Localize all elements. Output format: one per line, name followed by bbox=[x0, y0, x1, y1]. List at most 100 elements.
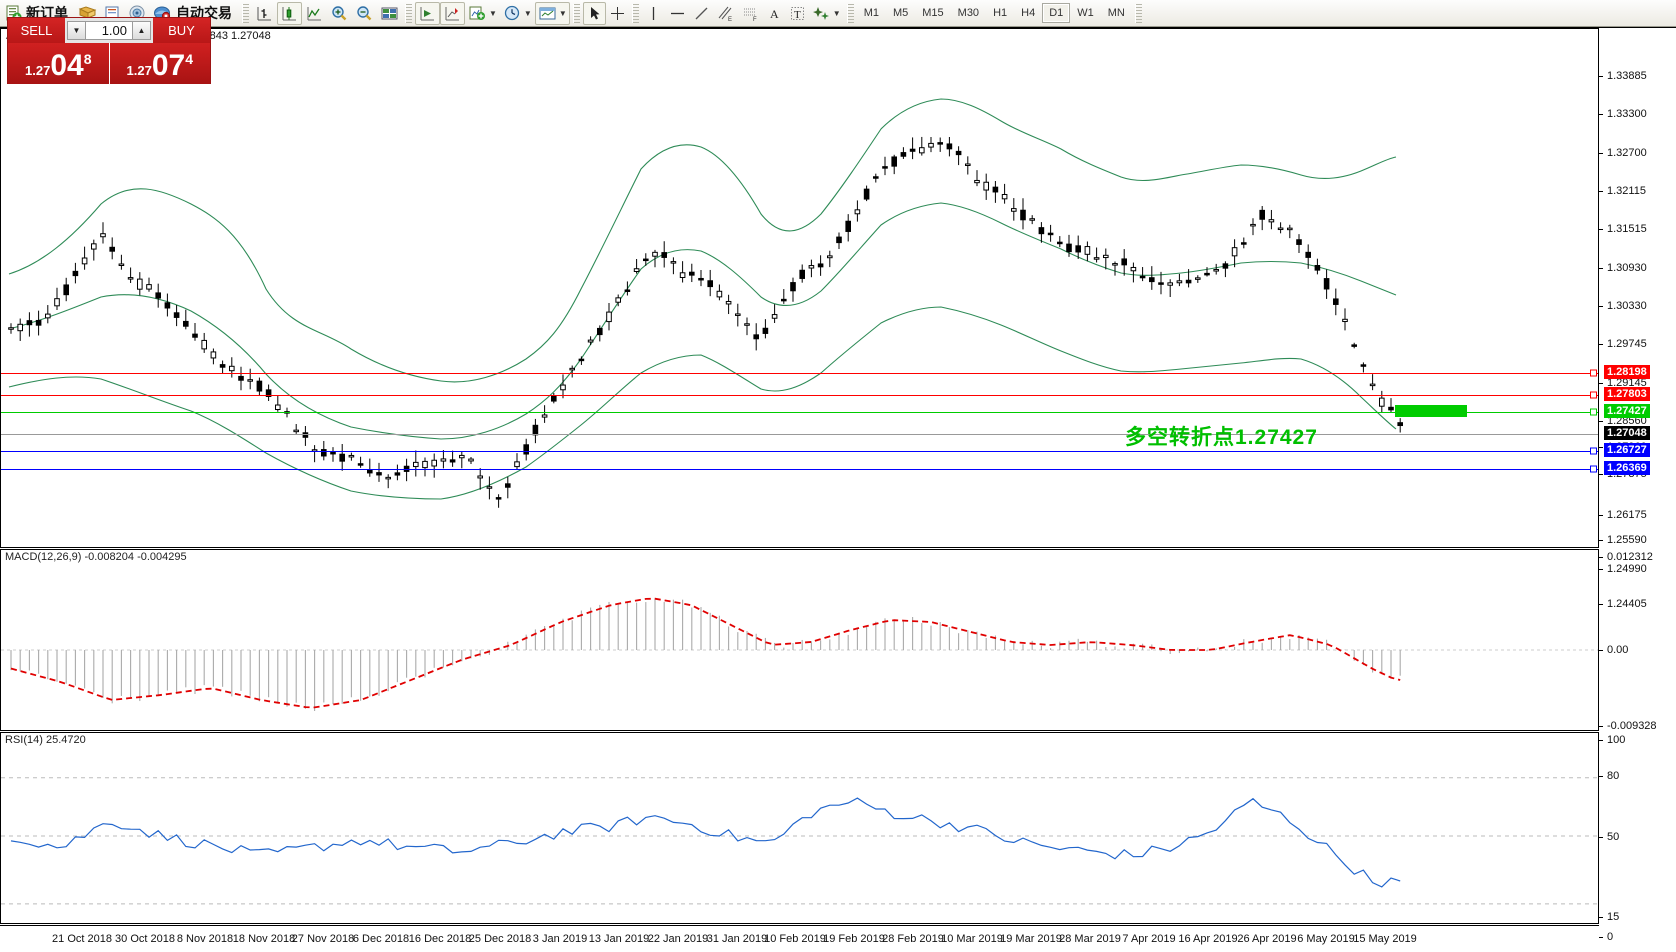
price-axis-tick: 1.30330 bbox=[1599, 300, 1647, 312]
date-tick: 22 Jan 2019 bbox=[647, 933, 709, 945]
chart-shift-button[interactable] bbox=[440, 1, 465, 25]
sell-button[interactable]: SELL bbox=[8, 18, 65, 43]
level-line-support-1[interactable] bbox=[1, 451, 1598, 452]
candlestick-chart-button[interactable] bbox=[277, 1, 302, 25]
auto-scroll-button[interactable] bbox=[415, 1, 440, 25]
toolbar-separator-4 bbox=[631, 3, 639, 23]
horizontal-line-button[interactable] bbox=[665, 2, 690, 25]
bar-chart-icon bbox=[257, 6, 271, 20]
period-dropdown-caret[interactable]: ▼ bbox=[523, 8, 532, 18]
shapes-dropdown-caret[interactable]: ▼ bbox=[832, 8, 841, 18]
macd-axis-tick: 0.012312 bbox=[1599, 551, 1653, 563]
level-line-support-2[interactable] bbox=[1, 469, 1598, 470]
price-axis-tick: 1.30930 bbox=[1599, 262, 1647, 274]
text-icon: A bbox=[770, 7, 779, 21]
level-line-resistance-2[interactable] bbox=[1, 395, 1598, 396]
level-line-resistance-1[interactable] bbox=[1, 373, 1598, 374]
timeframe-m5[interactable]: M5 bbox=[892, 7, 909, 19]
volume-input[interactable]: 1.00 bbox=[86, 21, 132, 40]
date-tick: 28 Mar 2019 bbox=[1059, 933, 1121, 945]
macd-series bbox=[1, 597, 1598, 711]
templates-button[interactable]: ▼ bbox=[534, 1, 570, 25]
level-handle-pivot[interactable] bbox=[1590, 408, 1597, 416]
date-axis[interactable]: 21 Oct 2018 30 Oct 2018 8 Nov 2018 18 Nov 2… bbox=[0, 925, 1599, 952]
text-button[interactable]: A bbox=[763, 2, 786, 25]
svg-text:F: F bbox=[753, 17, 757, 22]
equidistant-channel-button[interactable]: E bbox=[713, 2, 738, 25]
buy-price-prefix: 1.27 bbox=[126, 63, 152, 78]
timeframe-h4[interactable]: H4 bbox=[1021, 7, 1036, 19]
crosshair-button[interactable] bbox=[606, 2, 629, 25]
price-axis-tick: 1.24405 bbox=[1599, 598, 1647, 610]
zoom-in-button[interactable] bbox=[327, 2, 352, 25]
macd-pane[interactable]: MACD(12,26,9) -0.008204 -0.004295 bbox=[0, 549, 1599, 731]
fibonacci-button[interactable]: F bbox=[738, 2, 763, 25]
price-badge-resistance-1[interactable]: 1.28198 bbox=[1604, 365, 1650, 379]
level-handle-support-1[interactable] bbox=[1590, 447, 1597, 455]
volume-increment-button[interactable]: ▲ bbox=[132, 21, 151, 40]
timeframe-m15[interactable]: M15 bbox=[922, 7, 944, 19]
price-badge-pivot-turning-point[interactable]: 1.27427 bbox=[1604, 404, 1650, 418]
shapes-button[interactable]: ▼ bbox=[809, 2, 844, 25]
date-tick: 15 May 2019 bbox=[1353, 933, 1417, 945]
sell-price-display[interactable]: 1.27 04 8 bbox=[8, 43, 109, 84]
level-handle-resistance-1[interactable] bbox=[1590, 369, 1597, 377]
trendline-button[interactable] bbox=[690, 2, 713, 25]
level-line-pivot[interactable] bbox=[1, 412, 1598, 413]
main-toolbar: 新订单 bbox=[0, 0, 1676, 27]
price-axis[interactable]: 1.33885 1.33300 1.32700 1.32115 1.31515 1.309… bbox=[1599, 28, 1676, 610]
price-axis-tick: 1.29145 bbox=[1599, 377, 1647, 389]
line-chart-button[interactable] bbox=[302, 2, 327, 25]
toolbar-separator-3 bbox=[572, 3, 580, 23]
timeframe-d1[interactable]: D1 bbox=[1042, 3, 1071, 23]
level-handle-resistance-2[interactable] bbox=[1590, 391, 1597, 399]
price-pane[interactable]: 多空转折点1.27427 bbox=[0, 28, 1599, 548]
highlight-zone bbox=[1395, 405, 1467, 417]
volume-control[interactable]: ▼ 1.00 ▲ bbox=[65, 18, 153, 43]
macd-axis-tick: 0.00 bbox=[1599, 644, 1628, 656]
line-chart-icon bbox=[307, 6, 321, 20]
price-badge-support-1[interactable]: 1.26727 bbox=[1604, 443, 1650, 457]
level-handle-support-2[interactable] bbox=[1590, 465, 1597, 473]
buy-price-display[interactable]: 1.27 07 4 bbox=[108, 43, 210, 84]
price-chart-canvas bbox=[8, 98, 1397, 500]
timeframe-m1[interactable]: M1 bbox=[863, 7, 879, 19]
period-button[interactable]: ▼ bbox=[500, 2, 535, 25]
volume-decrement-button[interactable]: ▼ bbox=[67, 21, 86, 40]
templates-dropdown-caret[interactable]: ▼ bbox=[558, 8, 567, 18]
price-badge-current-price[interactable]: 1.27048 bbox=[1604, 426, 1650, 440]
timeframe-h1[interactable]: H1 bbox=[993, 7, 1008, 19]
price-axis-tick: 1.29745 bbox=[1599, 338, 1647, 350]
tile-windows-icon bbox=[381, 7, 398, 19]
shapes-icon bbox=[812, 6, 829, 20]
cursor-button[interactable] bbox=[582, 1, 606, 25]
folder-button[interactable] bbox=[75, 2, 100, 25]
indicators-icon bbox=[469, 6, 485, 20]
one-click-trading-panel[interactable]: SELL ▼ 1.00 ▲ BUY 1.27 04 8 1.27 07 4 bbox=[7, 17, 211, 84]
date-tick: 19 Feb 2019 bbox=[823, 933, 885, 945]
date-tick: 19 Mar 2019 bbox=[1000, 933, 1062, 945]
buy-button[interactable]: BUY bbox=[153, 18, 210, 43]
one-click-trading-prices: 1.27 04 8 1.27 07 4 bbox=[8, 43, 210, 84]
rsi-pane[interactable]: RSI(14) 25.4720 bbox=[0, 732, 1599, 924]
indicators-button[interactable]: ▼ bbox=[465, 2, 500, 25]
bar-chart-button[interactable] bbox=[252, 2, 277, 25]
zoom-out-button[interactable] bbox=[352, 2, 377, 25]
candlestick-series bbox=[8, 136, 1404, 508]
text-label-button[interactable]: T bbox=[786, 2, 809, 25]
toolbar-separator bbox=[242, 3, 249, 23]
chart-area: ▲ GBPUSD-,Daily 1.27263 1.28088 1.26843 … bbox=[0, 27, 1676, 952]
rsi-axis-tick: 15 bbox=[1599, 911, 1619, 923]
timeframe-mn[interactable]: MN bbox=[1107, 7, 1125, 19]
vertical-line-button[interactable] bbox=[642, 2, 665, 25]
price-badge-resistance-2[interactable]: 1.27803 bbox=[1604, 387, 1650, 401]
indicators-dropdown-caret[interactable]: ▼ bbox=[489, 8, 497, 18]
macd-axis[interactable]: 0.012312 0.00 -0.009328 bbox=[1599, 549, 1676, 732]
sound-button[interactable] bbox=[125, 2, 150, 25]
price-badge-support-2[interactable]: 1.26369 bbox=[1604, 461, 1650, 475]
timeframe-w1[interactable]: W1 bbox=[1077, 7, 1094, 19]
timeframe-m30[interactable]: M30 bbox=[957, 7, 980, 19]
trendline-icon bbox=[695, 7, 708, 19]
rsi-axis[interactable]: 100 80 50 15 0 bbox=[1599, 732, 1676, 943]
tile-windows-button[interactable] bbox=[377, 2, 402, 25]
